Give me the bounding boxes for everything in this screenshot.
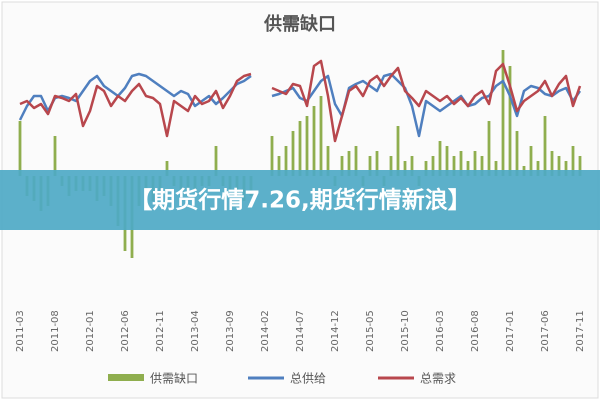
x-tick-label: 2016-08 xyxy=(470,310,481,352)
x-tick-label: 2014-02 xyxy=(260,310,271,352)
legend-label: 总供给 xyxy=(290,372,326,386)
bar xyxy=(466,161,470,176)
x-tick-label: 2011-08 xyxy=(50,310,61,352)
bar xyxy=(550,151,554,176)
bar xyxy=(368,156,372,176)
bar xyxy=(487,121,491,176)
bar xyxy=(284,146,288,176)
bar xyxy=(319,96,323,176)
bar xyxy=(410,156,414,176)
x-tick-label: 2015-05 xyxy=(365,310,376,352)
bar xyxy=(291,131,295,176)
bar xyxy=(536,161,540,176)
bar xyxy=(571,146,575,176)
bar xyxy=(438,141,442,176)
bar xyxy=(508,66,512,176)
bar xyxy=(298,121,302,176)
bar xyxy=(578,156,582,176)
bar xyxy=(347,151,351,176)
bar xyxy=(305,116,309,176)
x-tick-label: 2017-06 xyxy=(540,310,551,352)
bar xyxy=(403,161,407,176)
bar xyxy=(452,156,456,176)
bar xyxy=(424,161,428,176)
x-tick-label: 2012-11 xyxy=(155,310,166,352)
bar xyxy=(459,151,463,176)
bar xyxy=(312,106,316,176)
bar xyxy=(396,126,400,176)
bar xyxy=(326,146,330,176)
x-tick-label: 2014-07 xyxy=(295,310,306,352)
x-tick-label: 2012-06 xyxy=(120,310,131,352)
x-tick-label: 2014-12 xyxy=(330,310,341,352)
legend-label: 供需缺口 xyxy=(150,371,198,386)
x-tick-label: 2017-11 xyxy=(575,310,586,352)
bar xyxy=(214,146,218,176)
bar xyxy=(18,121,22,176)
bar xyxy=(529,146,533,176)
legend-label: 总需求 xyxy=(420,372,456,386)
x-tick-label: 2013-04 xyxy=(190,310,201,352)
bar xyxy=(389,156,393,176)
chart-title: 供需缺口 xyxy=(263,13,336,35)
bar xyxy=(277,156,281,176)
bar xyxy=(480,156,484,176)
x-tick-label: 2013-09 xyxy=(225,310,236,352)
bar xyxy=(270,136,274,176)
bar xyxy=(557,156,561,176)
line xyxy=(19,59,582,143)
banner-text: 【期货行情7.26,期货行情新浪】 xyxy=(129,187,471,214)
x-tick-label: 2012-01 xyxy=(85,310,96,352)
legend-swatch xyxy=(108,374,144,381)
bar xyxy=(165,161,169,176)
bar xyxy=(431,156,435,176)
bar xyxy=(53,136,57,176)
bar xyxy=(494,161,498,176)
legend: 供需缺口 总供给 总需求 xyxy=(108,371,456,386)
bar xyxy=(543,116,547,176)
x-tick-label: 2011-03 xyxy=(15,310,26,352)
bar xyxy=(340,156,344,176)
x-tick-label: 2017-01 xyxy=(505,310,516,352)
bar xyxy=(375,151,379,176)
bar xyxy=(564,161,568,176)
banner xyxy=(0,170,600,230)
bar xyxy=(515,131,519,176)
bar xyxy=(445,146,449,176)
bar xyxy=(501,50,505,176)
x-tick-label: 2015-10 xyxy=(400,310,411,352)
x-tick-label: 2016-03 xyxy=(435,310,446,352)
bar xyxy=(354,146,358,176)
bar xyxy=(473,151,477,176)
